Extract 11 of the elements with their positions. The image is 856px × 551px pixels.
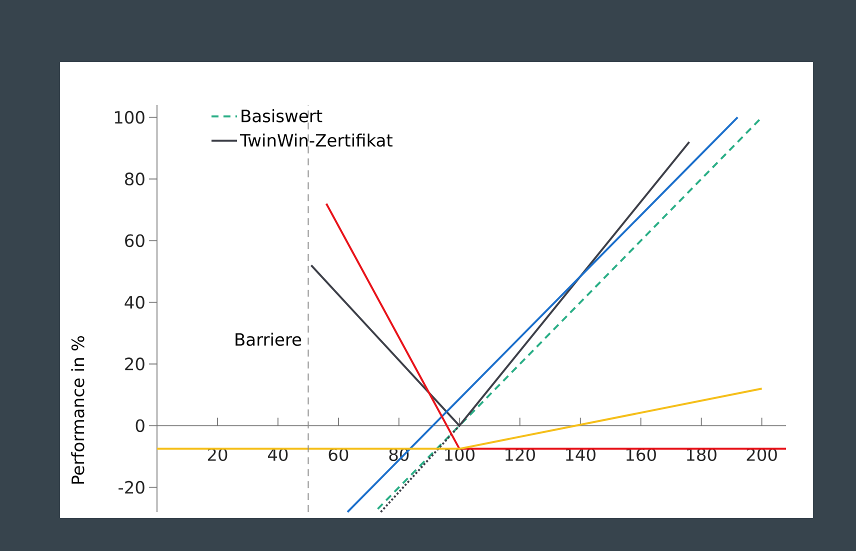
y-tick-label: 0	[136, 419, 144, 432]
y-axis-title: Performance in %	[71, 336, 84, 484]
y-tick-label: -20	[118, 480, 144, 494]
legend-label: TwinWin-Zertifikat	[240, 134, 392, 147]
y-tick-label: 20	[125, 358, 144, 370]
y-tick-label: 100	[114, 110, 144, 124]
y-tick-label: 60	[125, 234, 144, 248]
legend-label: Basiswert	[242, 109, 322, 122]
y-tick-label: 40	[124, 296, 144, 309]
y-tick-label: 80	[125, 172, 144, 186]
ref-line-label: Barriere	[236, 332, 302, 346]
